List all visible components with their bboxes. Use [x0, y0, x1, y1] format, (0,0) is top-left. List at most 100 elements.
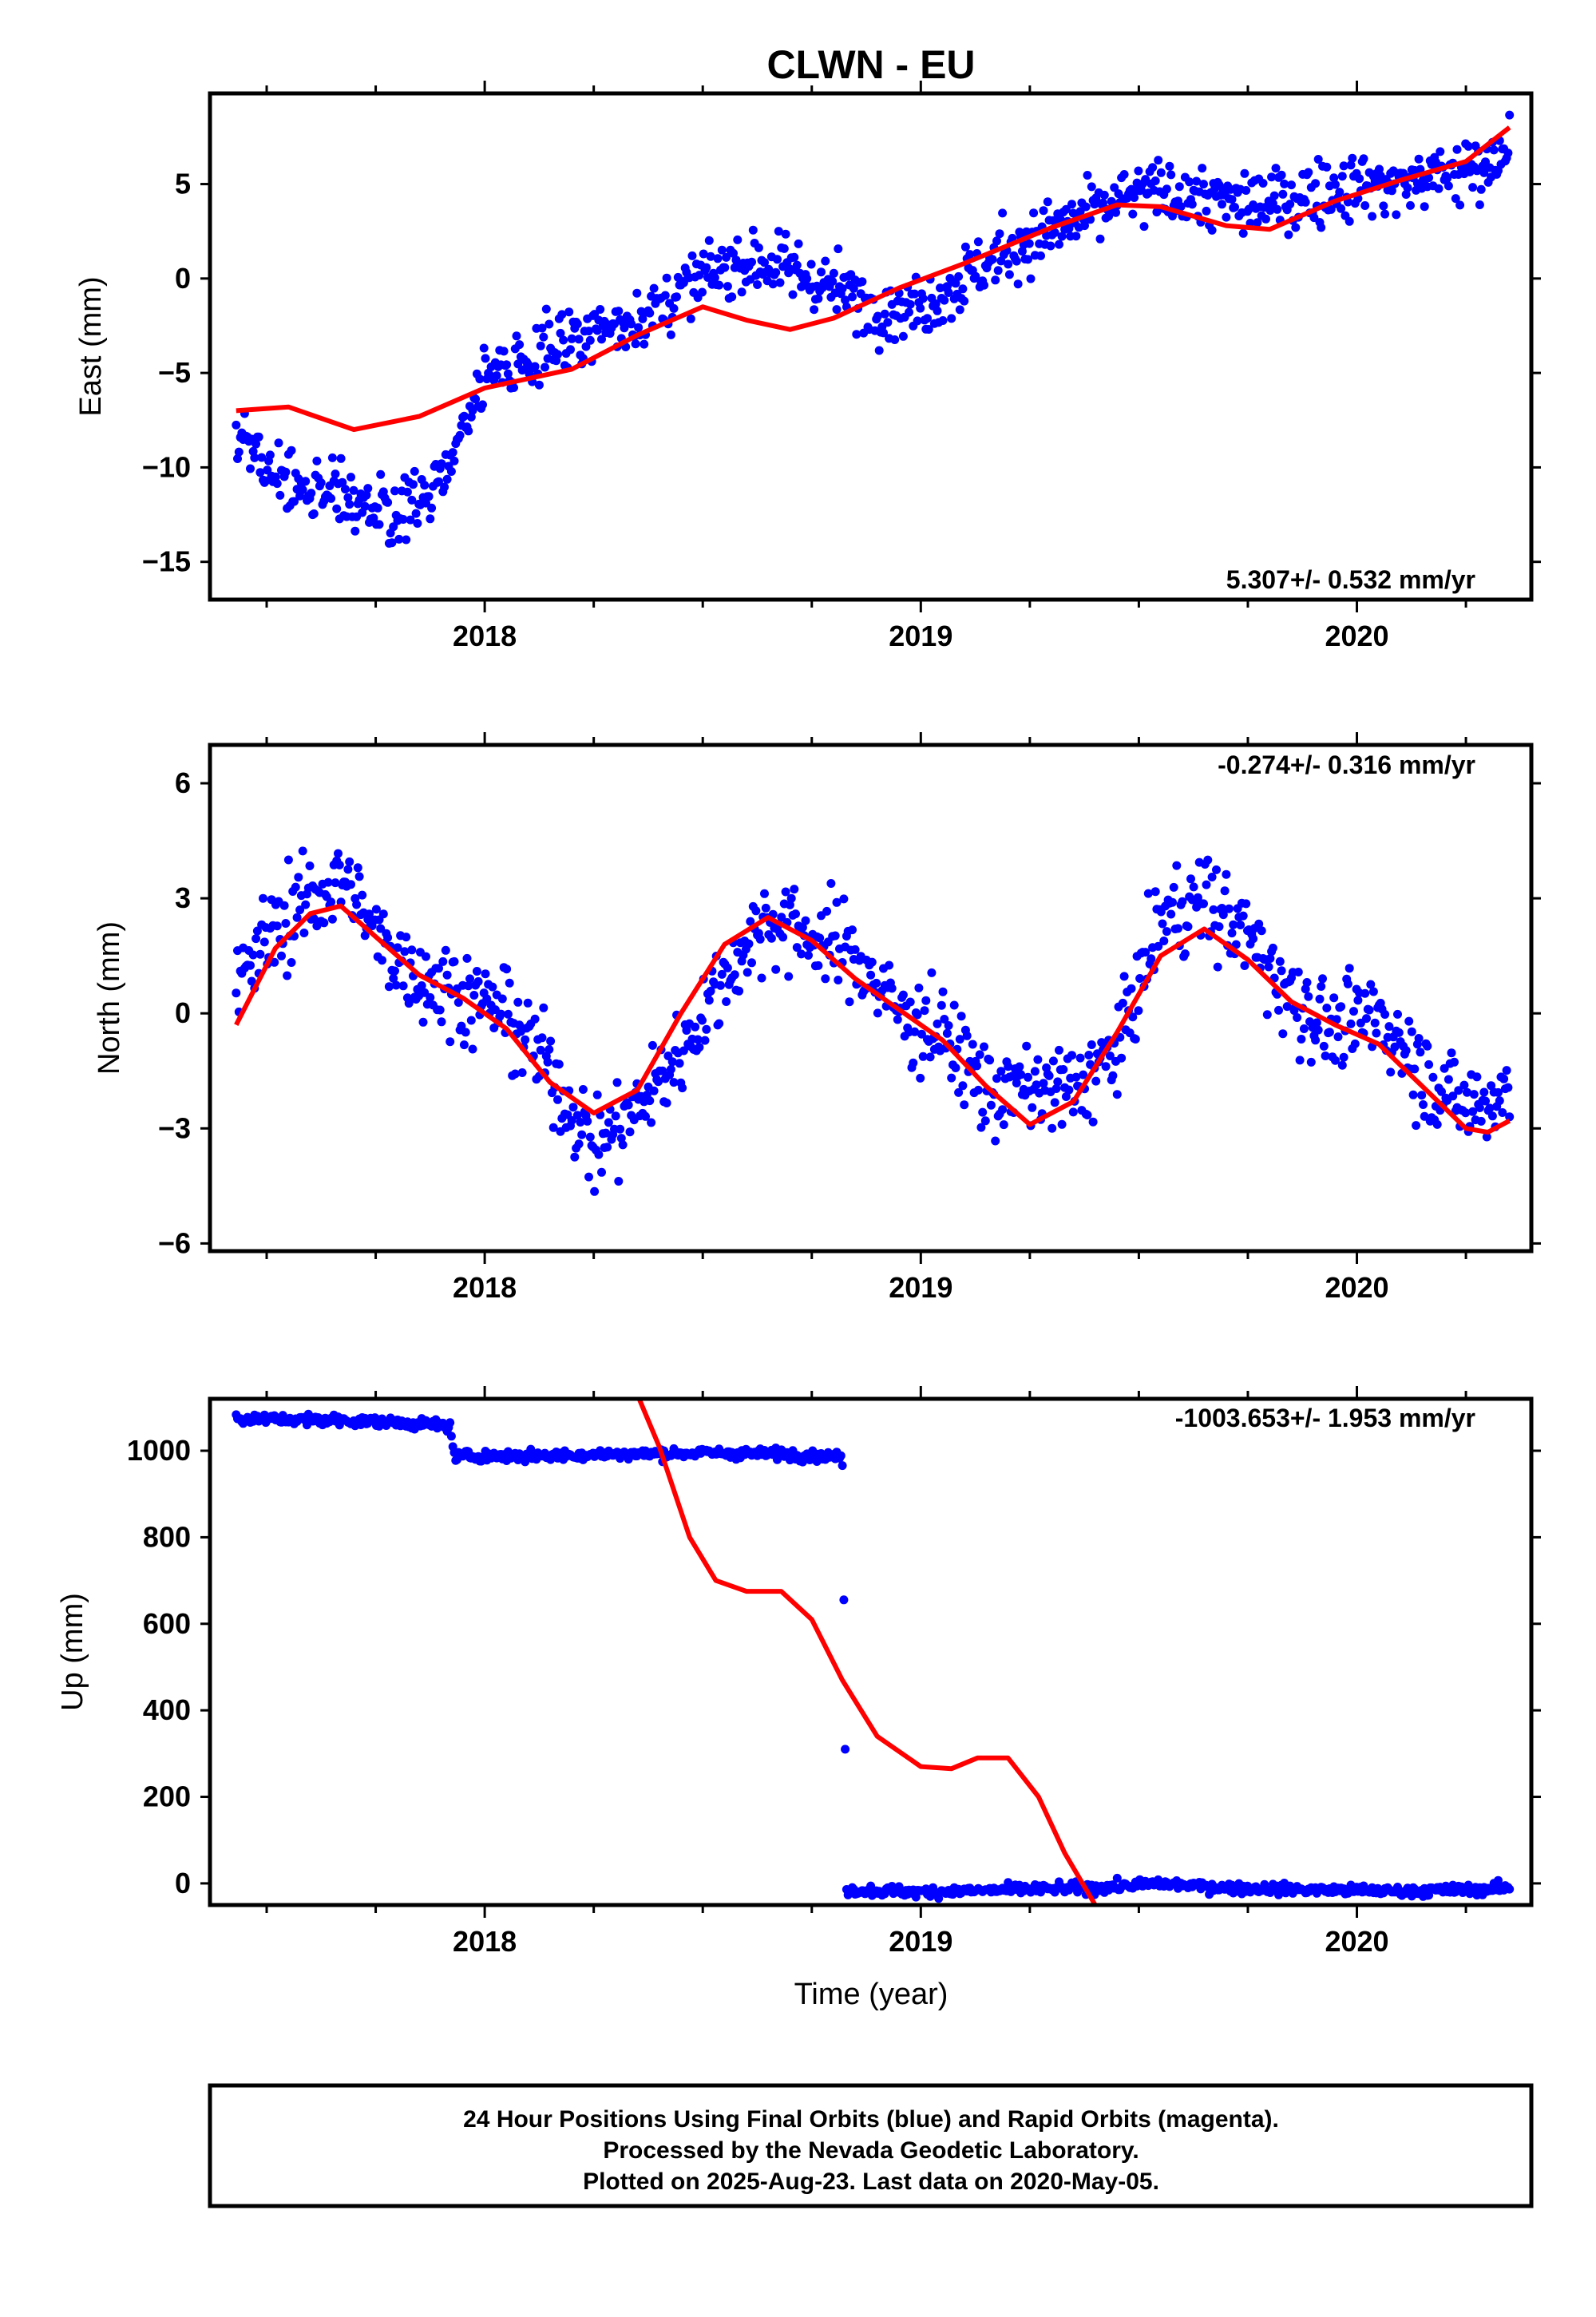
north-data-point [1143, 889, 1153, 898]
east-data-point [290, 497, 299, 506]
north-data-point [914, 983, 924, 992]
north-data-point [675, 1059, 684, 1068]
north-data-point [543, 1057, 552, 1067]
north-data-point [1101, 1062, 1111, 1071]
north-rate-annotation: -0.274+/- 0.316 mm/yr [1218, 751, 1475, 779]
east-data-point [1192, 176, 1202, 186]
east-data-point [1304, 168, 1313, 177]
east-data-point [1414, 154, 1424, 164]
east-data-point [387, 538, 397, 548]
north-data-point [378, 956, 386, 965]
east-data-point [938, 316, 948, 325]
east-data-point [585, 335, 595, 345]
north-data-point [1299, 1024, 1309, 1033]
east-data-point [1202, 206, 1211, 216]
east-data-point [502, 360, 512, 370]
east-data-point [1013, 279, 1023, 289]
north-data-point [446, 1037, 455, 1047]
north-data-point [384, 982, 394, 992]
north-data-point [1178, 897, 1187, 906]
east-data-point [455, 430, 465, 440]
north-data-point [418, 1017, 428, 1027]
north-y-tick-label: 6 [175, 766, 191, 799]
north-data-point [985, 1056, 995, 1065]
east-data-point [817, 267, 826, 277]
east-data-point [1379, 201, 1388, 211]
north-data-point [259, 937, 269, 947]
north-data-point [743, 968, 752, 977]
north-data-point [940, 1015, 949, 1024]
north-data-point [925, 1052, 935, 1062]
east-data-point [905, 299, 915, 309]
north-data-point [1360, 988, 1370, 998]
east-data-point [1162, 184, 1171, 194]
east-data-point [973, 237, 983, 247]
north-data-point [1293, 1013, 1302, 1022]
up-y-tick-label: 0 [175, 1867, 191, 1899]
east-data-point [1071, 232, 1081, 241]
east-data-point [1406, 200, 1415, 210]
north-data-point [358, 890, 367, 900]
east-data-point [254, 432, 263, 442]
east-data-point [995, 229, 1004, 239]
north-data-point [570, 1152, 580, 1162]
east-data-point [232, 420, 241, 430]
north-data-point [294, 873, 303, 882]
east-data-point [513, 359, 523, 369]
north-data-point [473, 976, 483, 986]
east-data-point [1278, 189, 1288, 199]
east-data-point [512, 331, 521, 341]
north-data-point [246, 960, 255, 970]
north-data-point [791, 909, 800, 919]
north-data-point [301, 900, 311, 909]
east-data-point [1080, 221, 1089, 231]
north-data-point [1168, 897, 1177, 907]
north-data-point [1498, 1108, 1507, 1117]
north-data-point [1214, 922, 1224, 932]
north-data-point [1229, 920, 1238, 929]
east-data-point [509, 383, 518, 392]
east-panel: −15 −10 −5 0 5 2018 2019 2020 East (mm) 5.307+/… [74, 81, 1541, 652]
north-data-point [426, 992, 435, 1002]
north-data-point [1117, 1053, 1127, 1063]
east-data-point [717, 245, 727, 255]
east-data-point [1387, 186, 1396, 196]
east-data-point [1087, 182, 1096, 192]
east-data-point [406, 515, 415, 525]
east-data-point [1050, 228, 1059, 237]
north-data-point [611, 1111, 620, 1121]
east-data-point [537, 323, 547, 333]
east-data-point [1317, 223, 1326, 232]
east-data-point [1012, 256, 1021, 266]
east-data-point [1326, 204, 1336, 214]
north-data-point [666, 1064, 675, 1074]
east-data-point [350, 526, 360, 536]
east-data-point [794, 239, 803, 248]
north-data-point [603, 1143, 612, 1152]
east-data-point [748, 225, 758, 235]
east-data-point [944, 288, 953, 297]
up-y-tick-label: 600 [143, 1607, 191, 1640]
north-data-point [1265, 954, 1275, 963]
east-data-point [250, 453, 259, 462]
east-data-point [413, 519, 422, 528]
north-data-point [353, 863, 362, 873]
north-data-point [1075, 1053, 1085, 1063]
east-data-point [958, 284, 968, 294]
north-data-point [590, 1186, 600, 1196]
north-data-point [248, 950, 258, 960]
east-data-point [272, 479, 282, 489]
east-data-point [530, 362, 540, 371]
east-data-point [257, 453, 267, 462]
north-data-point [1180, 949, 1190, 959]
north-data-point [801, 916, 810, 925]
east-data-point [1291, 223, 1301, 232]
north-data-point [299, 929, 309, 937]
east-data-point [857, 277, 867, 287]
north-data-point [991, 1136, 1000, 1146]
east-data-point [427, 503, 437, 513]
east-data-point [567, 334, 576, 343]
east-data-point [1110, 183, 1119, 192]
north-data-point [287, 958, 296, 967]
north-data-point [962, 1031, 972, 1040]
